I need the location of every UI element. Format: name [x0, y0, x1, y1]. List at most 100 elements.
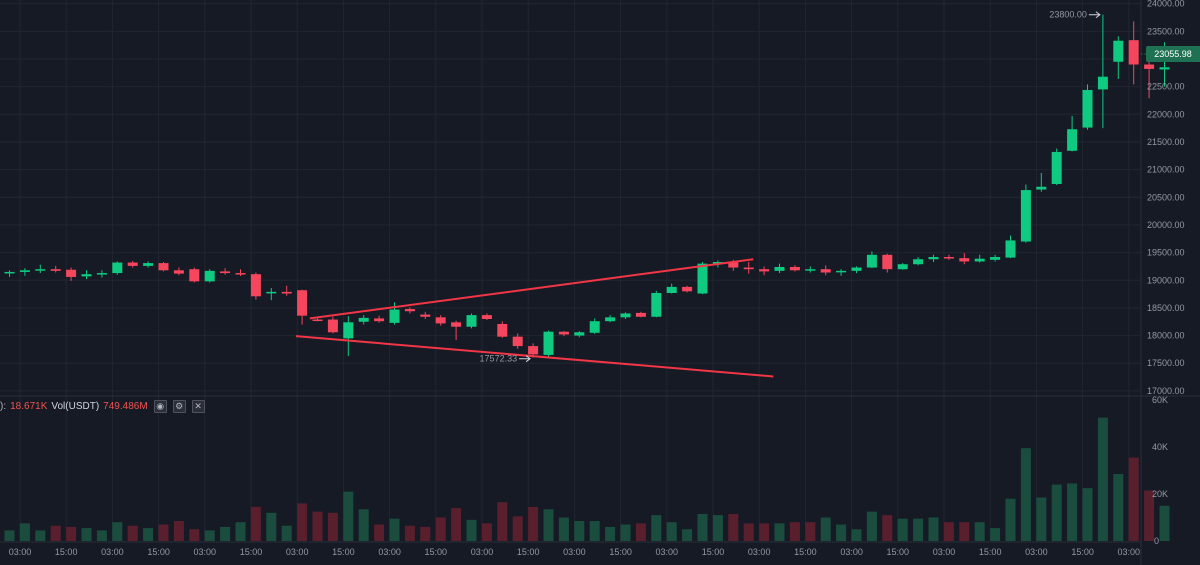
volume-bar	[389, 518, 400, 541]
volume-bar	[404, 525, 415, 541]
volume-bar	[358, 509, 369, 541]
high-price-arrow	[1088, 11, 1101, 19]
candle	[743, 267, 754, 270]
price-tick-label: 21000.00	[1147, 165, 1185, 175]
volume-legend-total: 749.486M	[103, 400, 148, 412]
candle	[666, 286, 677, 293]
candle	[497, 323, 508, 337]
volume-bar	[759, 523, 770, 541]
time-tick-label: 15:00	[1071, 547, 1094, 557]
volume-bar	[1082, 488, 1093, 541]
volume-bar	[1128, 457, 1139, 541]
volume-bar	[497, 502, 508, 541]
price-tick-label: 17500.00	[1147, 358, 1185, 368]
candle	[1051, 151, 1062, 184]
volume-bar	[836, 524, 847, 541]
time-tick-label: 03:00	[656, 547, 679, 557]
volume-bar	[574, 521, 585, 541]
candle	[759, 269, 770, 272]
price-tick-label: 19500.00	[1147, 248, 1185, 258]
trendlines[interactable]	[295, 258, 774, 378]
candle	[1005, 240, 1016, 258]
price-tick-label: 22000.00	[1147, 109, 1185, 119]
close-icon[interactable]: ✕	[191, 399, 205, 413]
volume-bar	[35, 530, 46, 541]
price-tick-label: 18000.00	[1147, 331, 1185, 341]
volume-bar	[1067, 483, 1078, 541]
volume-bar	[990, 528, 1001, 541]
candle	[466, 315, 477, 327]
trendline	[309, 258, 754, 320]
volume-axis[interactable]: 0 20K 40K 60K	[1152, 395, 1168, 546]
time-axis[interactable]: 03:00 15:00 03:00 15:00 03:00 15:00 03:00 15:00…	[9, 547, 1140, 557]
volume-bar	[281, 525, 292, 541]
volume-bar	[81, 528, 92, 541]
candle	[990, 257, 1001, 260]
time-tick-label: 15:00	[147, 547, 170, 557]
candle	[1082, 89, 1093, 128]
volume-bar	[173, 521, 184, 541]
candle	[851, 267, 862, 271]
volume-bar	[435, 517, 446, 541]
candle	[928, 257, 939, 260]
time-tick-label: 15:00	[979, 547, 1002, 557]
volume-bar	[1051, 484, 1062, 541]
candle	[512, 336, 523, 347]
volume-bar	[820, 517, 831, 541]
settings-icon[interactable]: ⚙	[172, 399, 186, 413]
candle	[1097, 76, 1108, 90]
trendline	[295, 335, 774, 378]
candle	[682, 286, 693, 292]
volume-bar	[1144, 490, 1155, 541]
last-price-label: 23055.98	[1146, 46, 1200, 62]
candle	[1067, 129, 1078, 151]
volume-bar	[651, 515, 662, 541]
volume-bar	[774, 523, 785, 541]
price-annotations: 23800.00 17572.33	[480, 10, 1171, 364]
volume-bar	[743, 523, 754, 541]
volume-bar	[697, 513, 708, 541]
volume-bar	[1036, 497, 1047, 541]
time-tick-label: 15:00	[517, 547, 540, 557]
volume-tick-label: 60K	[1152, 395, 1168, 405]
candle	[266, 291, 277, 294]
candle	[250, 274, 261, 297]
volume-bar	[620, 524, 631, 541]
volume-bar	[1097, 417, 1108, 541]
volume-bar	[4, 530, 15, 541]
time-tick-label: 03:00	[471, 547, 494, 557]
candle	[404, 309, 415, 312]
volume-bar	[312, 511, 323, 541]
candle	[697, 263, 708, 294]
time-tick-label: 15:00	[332, 547, 355, 557]
time-tick-label: 15:00	[240, 547, 263, 557]
candle	[312, 319, 323, 322]
volume-bar	[959, 522, 970, 541]
candle	[1036, 186, 1047, 190]
volume-bar	[374, 524, 385, 541]
candle	[127, 262, 138, 266]
time-tick-label: 15:00	[609, 547, 632, 557]
volume-bar	[1020, 448, 1031, 541]
volume-bar	[558, 517, 569, 541]
volume-bar	[266, 512, 277, 541]
volume-bar	[789, 522, 800, 541]
time-tick-label: 03:00	[378, 547, 401, 557]
price-axis[interactable]: 17000.00 17500.00 18000.00 18500.00 19000.00…	[1147, 0, 1185, 396]
volume-bar	[605, 526, 616, 541]
volume-bar	[851, 529, 862, 541]
candle	[605, 317, 616, 322]
candle	[635, 312, 646, 317]
candle	[19, 270, 30, 272]
candle	[574, 332, 585, 336]
volume-legend: ): 18.671K Vol(USDT) 749.486M ◉ ⚙ ✕	[0, 399, 205, 413]
volume-bar	[666, 522, 677, 541]
volume-bar	[974, 522, 985, 541]
candle	[805, 269, 816, 271]
candle	[420, 314, 431, 317]
eye-icon[interactable]: ◉	[153, 399, 167, 413]
price-tick-label: 22500.00	[1147, 82, 1185, 92]
candle	[882, 254, 893, 270]
candle	[35, 269, 46, 271]
